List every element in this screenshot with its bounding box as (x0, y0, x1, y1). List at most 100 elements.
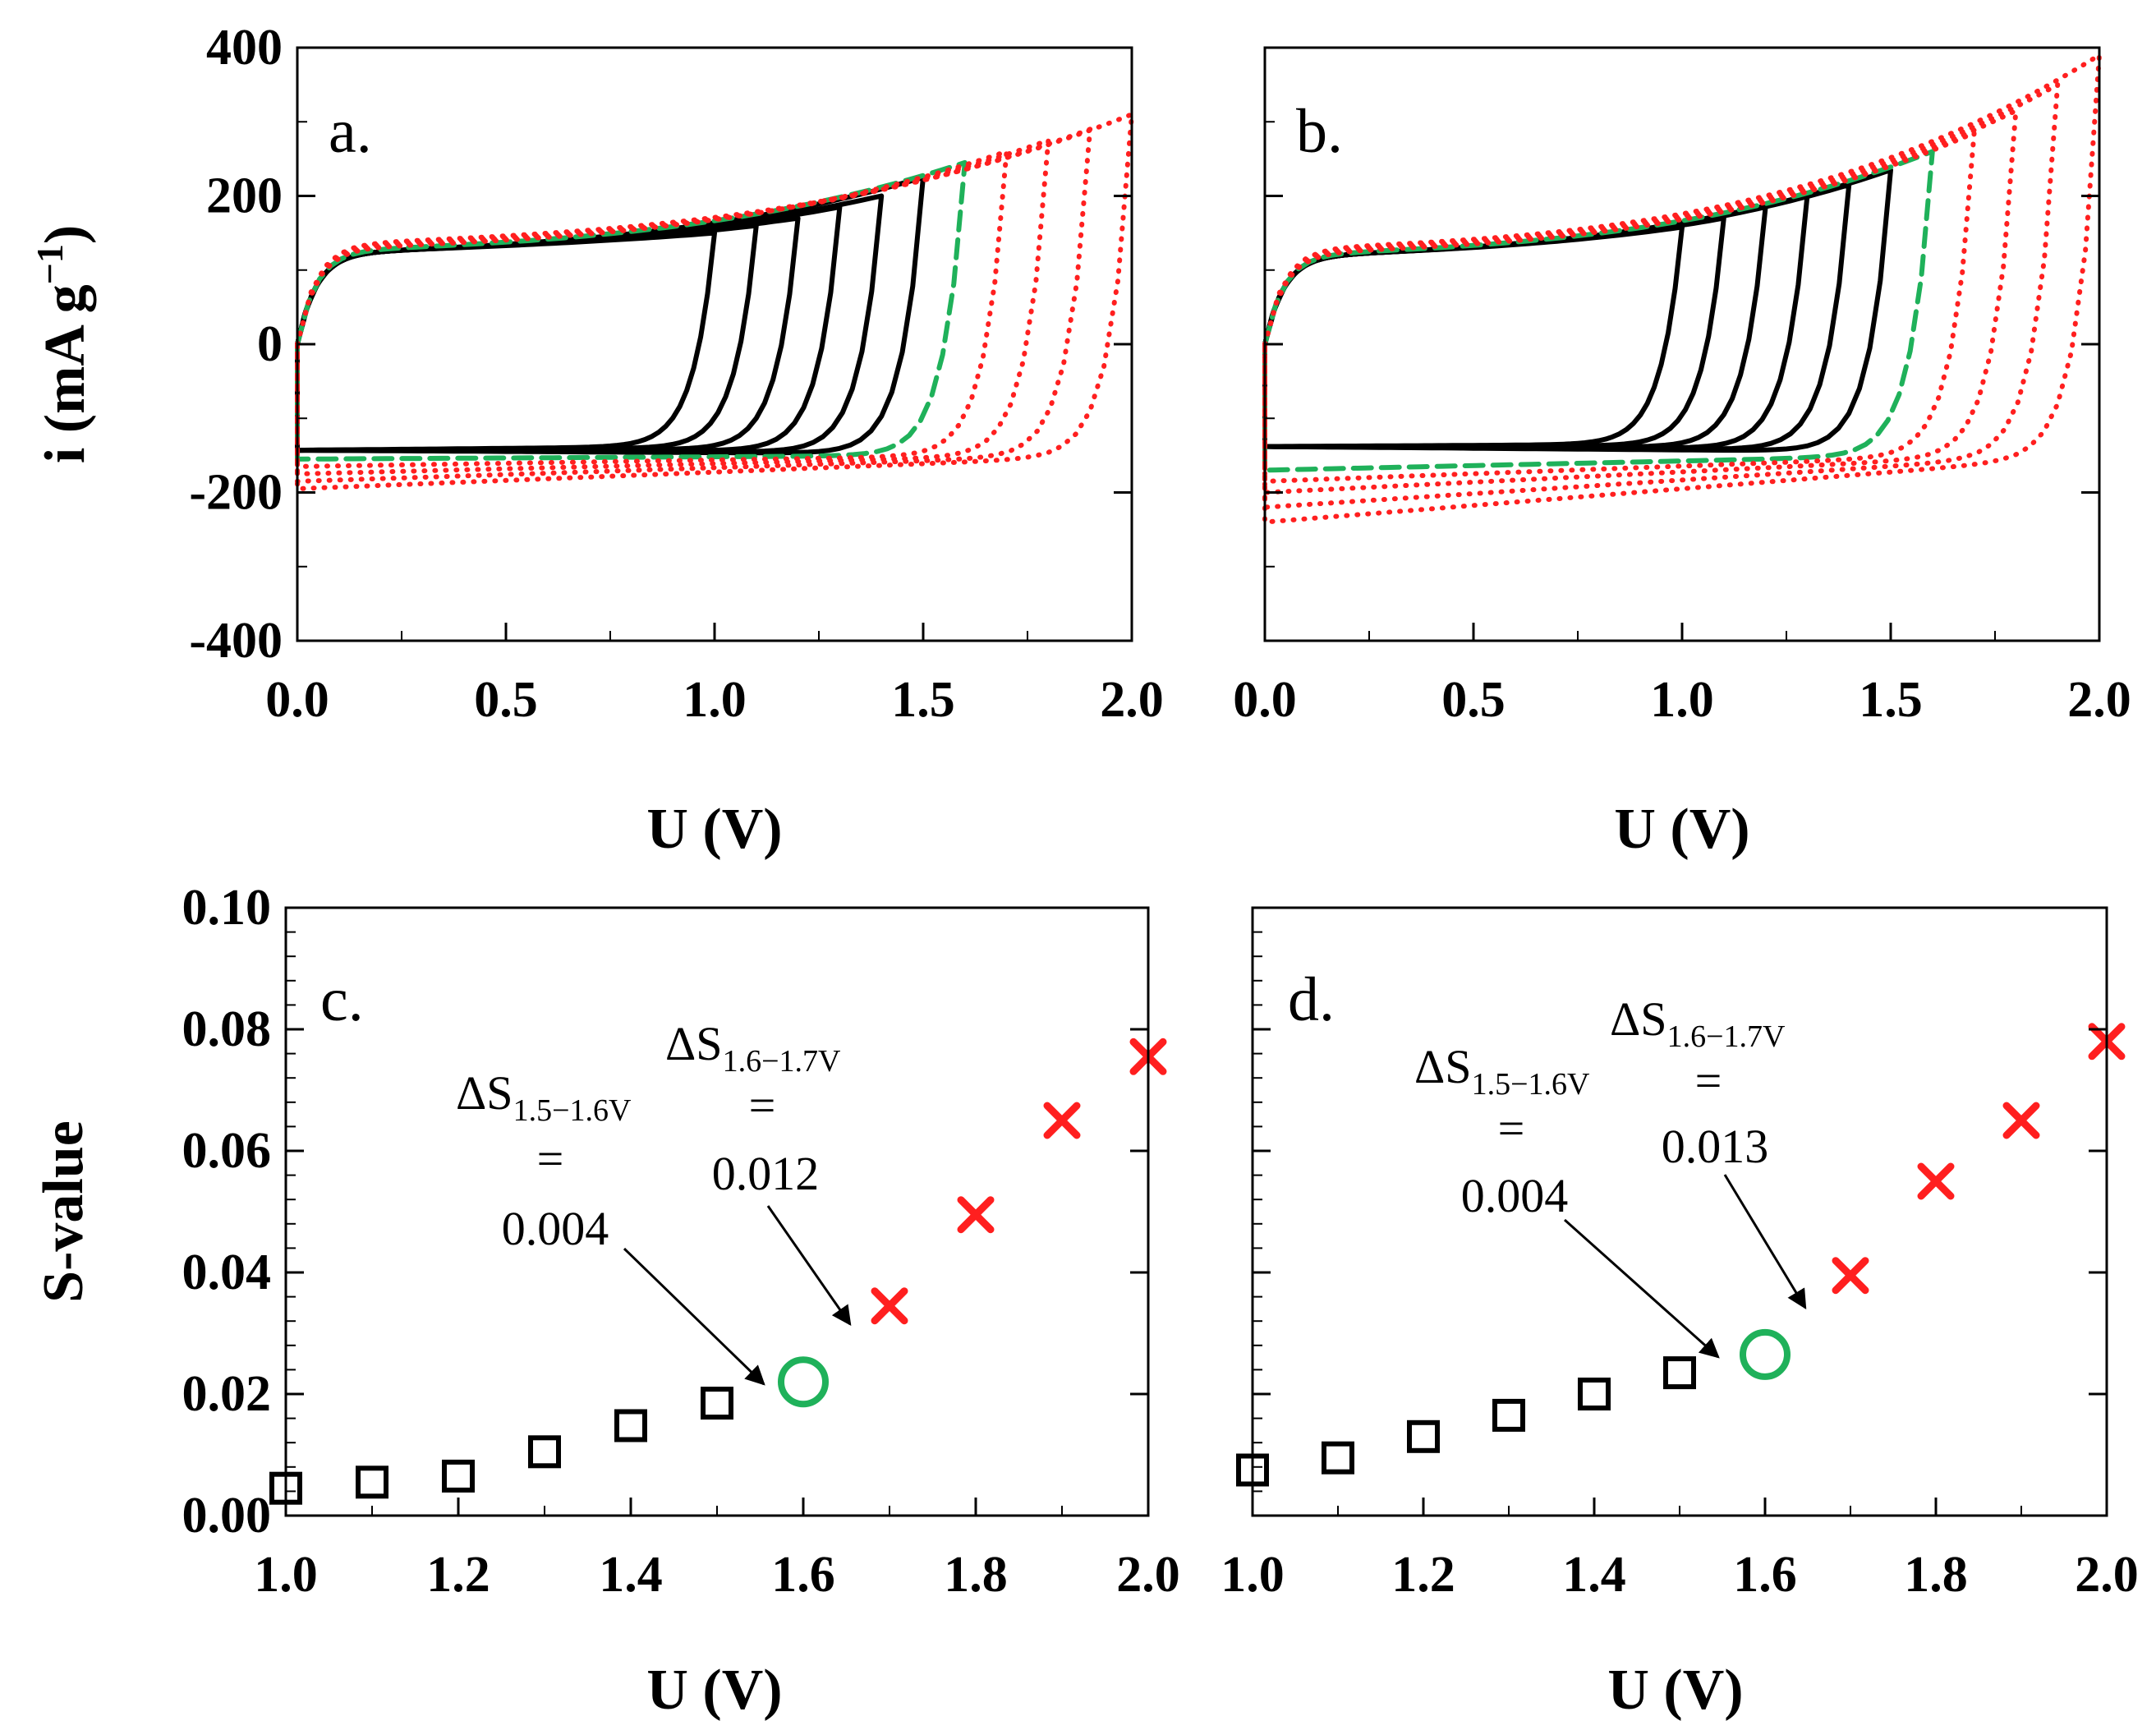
x-tick-label: 1.8 (944, 1547, 1008, 1603)
annotation-delta-sub: 1.5−1.6V (513, 1093, 632, 1128)
annotation-delta: ΔS1.6−1.7V (665, 1017, 841, 1079)
annotation-equals: = (749, 1079, 776, 1132)
cv-curve-18 (1262, 108, 2019, 495)
annotation-value: 0.004 (502, 1202, 609, 1255)
panel-c-annotation-2: ΔS1.6−1.7V = 0.012 (665, 1017, 852, 1326)
panel-c-frame (284, 906, 1150, 1517)
annotation-delta-sub: 1.5−1.6V (1472, 1067, 1590, 1102)
y-tick-label: 0.00 (182, 1488, 272, 1544)
y-tick-label: 400 (206, 20, 283, 76)
x-tick-label: 2.0 (2075, 1547, 2139, 1603)
panel-b-xlabel: U (V) (1614, 798, 1749, 861)
panel-d-xlabel: U (V) (1607, 1659, 1743, 1722)
panel-d-annotation-1: ΔS1.5−1.6V = 0.004 (1414, 1040, 1720, 1359)
annotation-delta-sub: 1.6−1.7V (1667, 1019, 1786, 1054)
x-marker (1043, 1102, 1081, 1139)
annotation-delta-symbol: ΔS (1414, 1040, 1472, 1093)
cv-curve-19 (295, 127, 1093, 484)
x-tick-label: 0.0 (265, 672, 329, 728)
square-marker (614, 1409, 647, 1442)
x-tick-label: 2.0 (2067, 672, 2131, 728)
panel-d-annotation-2: ΔS1.6−1.7V = 0.013 (1610, 992, 1807, 1310)
annotation-delta-symbol: ΔS (1610, 992, 1667, 1046)
panel-c-xlabel: U (V) (646, 1659, 782, 1722)
x-tick-label: 1.5 (1859, 672, 1923, 728)
panel-b-ticks: 0.0 0.5 1.0 1.5 2.0 (1233, 46, 2131, 728)
annotation-arrow (1723, 1174, 1807, 1310)
x-tick-label: 1.6 (1733, 1547, 1797, 1603)
circle-marker (778, 1356, 829, 1408)
panel-d-ticks: 1.0 1.2 1.4 1.6 1.8 2.0 (1221, 906, 2139, 1603)
cv-curve-15 (1262, 167, 1893, 453)
cv-curve-19 (1262, 82, 2061, 510)
square-marker (701, 1387, 733, 1420)
panel-c-markers (269, 1038, 1167, 1505)
panel-a-label: a. (329, 97, 372, 166)
cv-curve-20 (295, 112, 1134, 491)
annotation-delta: ΔS1.5−1.6V (1414, 1040, 1590, 1102)
panel-a-ylabel-main: i (mA g (34, 284, 97, 463)
annotation-value: 0.012 (712, 1147, 820, 1200)
x-tick-label: 1.8 (1904, 1547, 1968, 1603)
panel-a-ylabel-sup: −1 (29, 244, 71, 284)
panel-a-frame (296, 46, 1133, 642)
x-tick-label: 2.0 (1116, 1547, 1180, 1603)
panel-c: 0.10 0.08 0.06 0.04 0.02 0.001.0 1.2 1.4 1.6 1.8 2… (32, 880, 1180, 1722)
x-tick-label: 1.5 (891, 672, 955, 728)
y-tick-label: 0.08 (182, 1001, 272, 1057)
y-tick-label: 0.02 (182, 1366, 272, 1422)
x-tick-label: 1.2 (1391, 1547, 1455, 1603)
x-tick-label: 1.4 (1562, 1547, 1626, 1603)
y-tick-label: 0.10 (182, 880, 272, 936)
panel-b-frame (1263, 46, 2101, 642)
panel-a-ylabel-close: ) (34, 225, 97, 244)
annotation-arrow (623, 1247, 765, 1386)
x-tick-label: 0.5 (474, 672, 538, 728)
annotation-arrow (766, 1205, 852, 1326)
annotation-equals: = (1695, 1054, 1722, 1107)
x-tick-label: 1.0 (1221, 1547, 1285, 1603)
y-tick-label: 200 (206, 168, 283, 224)
square-marker (1322, 1441, 1354, 1475)
annotation-delta-sub: 1.6−1.7V (723, 1044, 841, 1079)
annotation-value: 0.004 (1461, 1169, 1569, 1222)
square-marker (356, 1465, 388, 1499)
x-tick-label: 0.5 (1441, 672, 1506, 728)
cv-curve-16 (1262, 149, 1935, 473)
square-marker (442, 1459, 475, 1493)
panel-d-markers (1236, 1023, 2126, 1487)
circle-marker (1740, 1328, 1791, 1380)
cv-curve-16 (295, 159, 968, 462)
panel-b-label: b. (1296, 97, 1343, 166)
cv-curve-17 (295, 149, 1009, 469)
annotation-arrow (1564, 1218, 1720, 1359)
panel-d: 1.0 1.2 1.4 1.6 1.8 2.0 d. U (V) ΔS1.5−1.6V =… (1221, 906, 2139, 1722)
cv-curve-20 (1262, 53, 2102, 525)
panel-a-ylabel: i (mA g−1) (29, 225, 97, 463)
x-tick-label: 1.0 (254, 1547, 318, 1603)
annotation-delta: ΔS1.6−1.7V (1610, 992, 1786, 1054)
annotation-delta-symbol: ΔS (456, 1066, 513, 1120)
x-tick-label: 1.4 (599, 1547, 663, 1603)
panel-a-curves (295, 112, 1134, 491)
annotation-value: 0.013 (1662, 1120, 1769, 1173)
annotation-delta-symbol: ΔS (665, 1017, 723, 1070)
x-tick-label: 2.0 (1100, 672, 1164, 728)
square-marker (528, 1435, 561, 1469)
square-marker (1492, 1398, 1525, 1432)
y-tick-label: 0 (257, 316, 283, 372)
panel-c-ticks: 0.10 0.08 0.06 0.04 0.02 0.001.0 1.2 1.4 1.6 1.8 2… (182, 880, 1180, 1603)
panel-c-label: c. (320, 965, 364, 1034)
x-marker (957, 1196, 995, 1234)
annotation-equals: = (537, 1132, 564, 1185)
x-marker (871, 1287, 908, 1325)
square-marker (1578, 1378, 1611, 1410)
panel-b: 0.0 0.5 1.0 1.5 2.0 b. U (V) (1233, 46, 2131, 861)
annotation-equals: = (1498, 1102, 1525, 1155)
panel-b-curves (1262, 53, 2102, 525)
y-tick-label: -400 (189, 613, 283, 669)
panel-c-annotation-1: ΔS1.5−1.6V = 0.004 (456, 1066, 765, 1386)
